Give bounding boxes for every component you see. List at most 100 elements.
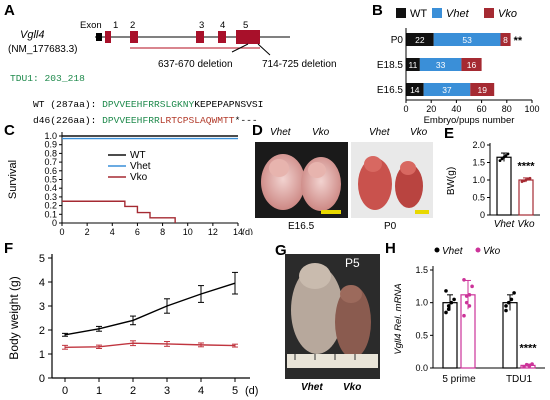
category-label: E16.5 <box>377 85 404 96</box>
y-tick-label: 1.5 <box>472 158 485 168</box>
panel-d-label: D <box>252 122 263 139</box>
panel-f: F 0 1 2 3 4 5 0 1 2 3 4 5 (d) Body weight (g) <box>0 238 275 400</box>
exon-4 <box>218 31 226 43</box>
legend-label-vko: Vko <box>498 8 517 20</box>
data-point <box>446 307 451 311</box>
wt-seq-row: WT (287aa): DPVVEEHFRRSLGKNYKEPEPAPNSVSI <box>10 88 263 121</box>
bar-data-label: 22 <box>415 35 425 45</box>
y-tick-label: 2 <box>39 325 45 337</box>
body-weight-bar-chart: 0 0.5 1.0 1.5 2.0 BW(g) Vhet Vko **** <box>446 140 540 230</box>
exon-word: Exon <box>80 20 102 31</box>
d46-seq-red: LRTCPSLAQWMTT <box>159 115 235 126</box>
data-point <box>530 362 534 366</box>
series-line-vhet <box>64 282 236 336</box>
panel-b: B WT Vhet Vko P0 22 53 8 ** E18.5 11 33 16 E16.5 14 37… <box>370 0 550 125</box>
y-tick-label: 0.5 <box>415 330 428 340</box>
data-point <box>444 310 448 315</box>
d46-seq-row: d46(226aa): DPVVEEHFRRLRTCPSLAQWMTT*--- <box>10 104 258 137</box>
y-tick-label: 1 <box>39 349 45 361</box>
y-tick-label: 0.2 <box>44 201 57 211</box>
category-label: P0 <box>391 35 404 46</box>
exon-number-4: 4 <box>220 20 225 31</box>
significance-mark: **** <box>519 343 537 355</box>
category-label: E18.5 <box>377 60 404 71</box>
y-tick-label: 0.7 <box>44 157 57 167</box>
bar-segment <box>419 58 462 71</box>
y-axis-label: Vgll4 Rel. mRNA <box>393 283 404 354</box>
bar-data-label: 8 <box>503 35 508 45</box>
exon-number-1: 1 <box>113 20 118 31</box>
x-tick-label: 0 <box>62 385 68 397</box>
x-tick-label: 1 <box>96 385 102 397</box>
wt-seq-rest: KEPEPAPNSVSI <box>194 99 264 110</box>
legend-label-vhet: Vhet <box>130 161 151 172</box>
pup-photo-p0 <box>351 142 433 218</box>
legend-label-wt: WT <box>130 150 146 161</box>
bar-data-label: 37 <box>442 85 452 95</box>
x-tick-label: 6 <box>135 227 140 235</box>
panel-a: A Vgll4 (NM_177683.3) Exon 1 2 3 4 5 637… <box>0 0 370 140</box>
wt-seq-label: WT (287aa): <box>33 99 97 110</box>
y-tick-label: 0.0 <box>415 363 428 373</box>
y-axis-label: BW(g) <box>446 167 457 195</box>
bar-data-label: 14 <box>410 85 420 95</box>
data-point <box>504 154 508 157</box>
panel-e-label: E <box>444 125 455 142</box>
significance-mark: **** <box>517 161 535 173</box>
legend-label-wt: WT <box>410 8 427 20</box>
x-tick-label: 3 <box>164 385 170 397</box>
deletion-pointer-2 <box>257 43 271 56</box>
bar-segment <box>470 83 495 96</box>
y-axis-label: Survival <box>7 160 19 199</box>
embryo-photo-e16 <box>255 142 348 218</box>
bar-vhet <box>496 156 512 216</box>
x-tick-label: 4 <box>198 385 204 397</box>
data-point <box>506 300 511 305</box>
body-weight-line-chart: 0 1 2 3 4 5 0 1 2 3 4 5 (d) Body weight (g) <box>7 253 258 397</box>
x-tick-label: 40 <box>451 104 461 114</box>
data-point <box>470 284 474 289</box>
series-line-vko <box>64 342 236 348</box>
x-tick-label: 20 <box>426 104 436 114</box>
bar-segment <box>500 33 511 46</box>
g-label-vko: Vko <box>343 382 362 393</box>
legend-label-vko: Vko <box>483 246 501 257</box>
x-axis-label: (d) <box>242 227 253 235</box>
d-label-vko-1: Vko <box>312 127 330 138</box>
x-tick-label: 8 <box>160 227 165 235</box>
bar-data-label: 19 <box>477 85 487 95</box>
x-tick-label: 10 <box>183 227 193 235</box>
x-tick-label: 60 <box>477 104 487 114</box>
x-category-label: Vko <box>517 219 535 230</box>
panel-a-label: A <box>4 2 15 19</box>
panel-e: E 0 0.5 1.0 1.5 2.0 BW(g) Vhet Vko **** <box>440 125 550 240</box>
bar-data-label: 11 <box>409 60 418 70</box>
legend-label-vhet: Vhet <box>442 246 464 257</box>
deletion-pointer-1 <box>231 43 249 53</box>
data-point <box>452 297 456 302</box>
exon-number-3: 3 <box>199 20 204 31</box>
legend-label-vko: Vko <box>130 172 148 183</box>
x-category-label: Vhet <box>494 219 516 230</box>
bar-data-label: 53 <box>462 35 472 45</box>
y-tick-label: 1.0 <box>472 175 485 185</box>
y-tick-label: 0.1 <box>44 209 57 219</box>
bar-segment <box>406 33 434 46</box>
data-point <box>524 362 529 367</box>
x-tick-label: 80 <box>502 104 512 114</box>
x-tick-label: 4 <box>110 227 115 235</box>
y-tick-label: 0.6 <box>44 166 57 176</box>
exon-number-2: 2 <box>130 20 135 31</box>
gene-name: Vgll4 <box>20 29 44 41</box>
x-tick-label: 0 <box>403 104 408 114</box>
x-tick-label: 0 <box>59 227 64 235</box>
panel-g: G P5 Vhet Vko <box>275 242 380 400</box>
data-point <box>506 152 510 156</box>
legend-swatch-vko <box>484 8 494 18</box>
y-tick-label: 0.5 <box>472 193 485 203</box>
y-tick-label: 0.8 <box>44 148 57 158</box>
exon-2 <box>130 31 138 43</box>
deletion-label-2: 714-725 deletion <box>262 59 337 70</box>
legend-marker-vko <box>475 247 481 253</box>
d-stage-e16: E16.5 <box>288 221 315 232</box>
